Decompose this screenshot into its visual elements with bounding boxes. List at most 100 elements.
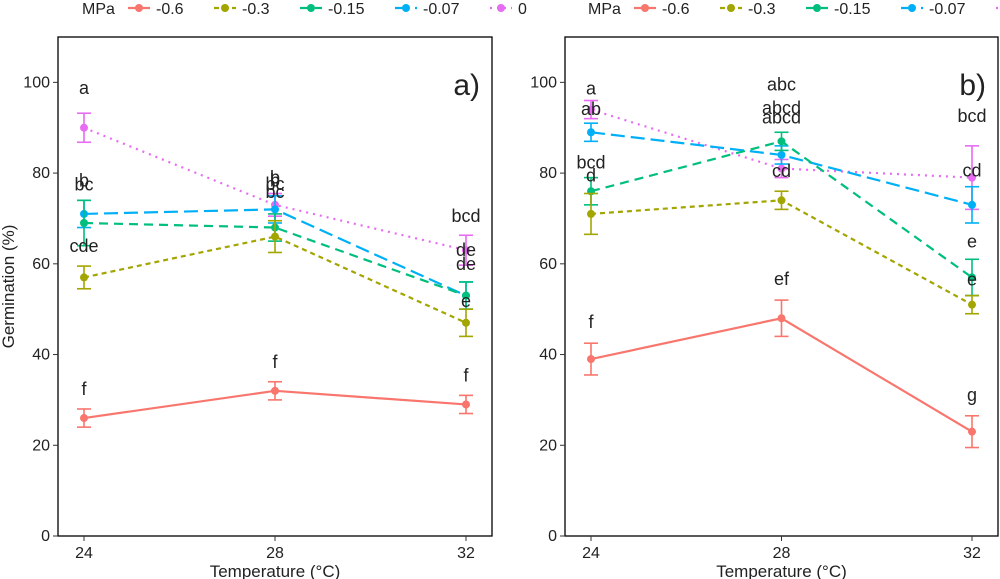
significance-label: f — [272, 352, 278, 372]
series--0.07: ab abcd cd — [581, 98, 982, 224]
series-line — [83, 126, 467, 252]
data-point — [462, 400, 470, 409]
x-tick-label: 24 — [582, 545, 600, 562]
data-point — [462, 291, 470, 300]
data-point — [968, 427, 976, 436]
legend-marker-1 — [221, 4, 229, 12]
significance-label: de — [456, 240, 476, 260]
legend-marker-2 — [813, 4, 821, 12]
data-point — [271, 386, 279, 395]
series-line — [83, 221, 467, 297]
legend-label: -0.07 — [423, 1, 460, 18]
panel-a: 0 20 40 60 80 100 24 28 32 Temperature (°C) Germin… — [0, 36, 493, 579]
legend-marker-2 — [307, 4, 315, 12]
significance-label: e — [967, 231, 977, 251]
significance-label: e — [967, 270, 977, 290]
x-axis-label: Temperature (°C) — [210, 562, 341, 579]
y-tick-label: 60 — [32, 256, 50, 273]
significance-label: cd — [772, 161, 791, 181]
significance-label: cde — [69, 236, 98, 256]
x-tick-label: 24 — [75, 545, 93, 562]
y-tick-label: 0 — [548, 528, 557, 545]
data-point — [80, 123, 88, 132]
x-axis-label: Temperature (°C) — [716, 562, 847, 579]
data-point — [777, 196, 786, 205]
series--0.6: f ef g — [584, 269, 979, 449]
series--0.15: bcd abc e — [576, 74, 979, 297]
legend-title: MPa — [82, 1, 115, 18]
significance-label: bc — [265, 182, 284, 202]
significance-label: bcd — [957, 106, 986, 126]
legend-label: -0.6 — [156, 1, 184, 18]
series-0: a b bcd — [77, 78, 481, 266]
significance-label: abcd — [762, 98, 801, 118]
significance-label: f — [81, 379, 87, 399]
significance-label: abc — [767, 74, 796, 94]
data-point — [968, 200, 976, 209]
data-point — [777, 314, 786, 323]
significance-label: f — [588, 312, 594, 332]
significance-label: b — [270, 171, 280, 191]
data-point — [968, 300, 976, 309]
legend-marker-4 — [497, 4, 505, 12]
y-tick-label: 60 — [539, 256, 557, 273]
significance-label: bc — [74, 174, 93, 194]
y-tick-label: 20 — [32, 437, 50, 454]
data-point — [587, 128, 595, 137]
panel-label: a) — [453, 69, 480, 102]
legend-title: MPa — [588, 1, 621, 18]
significance-label: a — [79, 78, 90, 98]
data-point — [587, 209, 595, 218]
legend: MPa -0.6 -0.3 -0.15 -0.07 0 MPa -0.6 -0.3 -0.15 -0… — [82, 1, 1000, 18]
data-point — [968, 173, 976, 182]
significance-label: bcd — [576, 153, 605, 173]
series-line — [83, 235, 467, 324]
significance-label: f — [463, 365, 469, 385]
significance-label: bc — [265, 174, 284, 194]
legend-marker-0 — [641, 4, 649, 12]
legend-label: -0.15 — [834, 1, 871, 18]
x-tick-label: 32 — [963, 545, 981, 562]
series--0.3: cde b e — [69, 171, 473, 338]
data-point — [587, 355, 595, 364]
significance-label: bcd — [451, 206, 480, 226]
data-point — [462, 318, 470, 327]
data-point — [777, 150, 786, 159]
series--0.6: f f f — [77, 352, 473, 428]
data-point — [80, 273, 88, 282]
y-tick-label: 0 — [41, 528, 50, 545]
y-tick-label: 80 — [539, 165, 557, 182]
significance-label: g — [967, 385, 977, 405]
legend-label: 0 — [518, 1, 527, 18]
data-point — [777, 137, 786, 146]
x-tick-label: 28 — [773, 545, 791, 562]
legend-marker-1 — [727, 4, 735, 12]
y-tick-label: 100 — [23, 74, 50, 91]
significance-label: ef — [774, 269, 790, 289]
x-tick-label: 32 — [457, 545, 475, 562]
legend-marker-3 — [908, 4, 916, 12]
legend-label: -0.3 — [748, 1, 776, 18]
legend-marker-0 — [135, 4, 143, 12]
x-tick-label: 28 — [266, 545, 284, 562]
data-point — [271, 232, 279, 241]
series--0.3: d cd e — [584, 161, 979, 315]
significance-label: d — [586, 166, 596, 186]
legend-label: -0.07 — [929, 1, 966, 18]
legend-label: -0.15 — [328, 1, 365, 18]
data-point — [80, 414, 88, 423]
legend-label: -0.3 — [242, 1, 270, 18]
significance-label: cd — [962, 161, 981, 181]
y-axis-label: Germination (%) — [0, 225, 18, 349]
plot-frame — [57, 36, 493, 537]
legend-label: -0.6 — [662, 1, 690, 18]
significance-label: de — [456, 254, 476, 274]
y-tick-label: 40 — [539, 347, 557, 364]
significance-label: e — [461, 291, 471, 311]
significance-label: a — [586, 79, 597, 99]
data-point — [777, 164, 786, 173]
data-point — [462, 246, 470, 255]
